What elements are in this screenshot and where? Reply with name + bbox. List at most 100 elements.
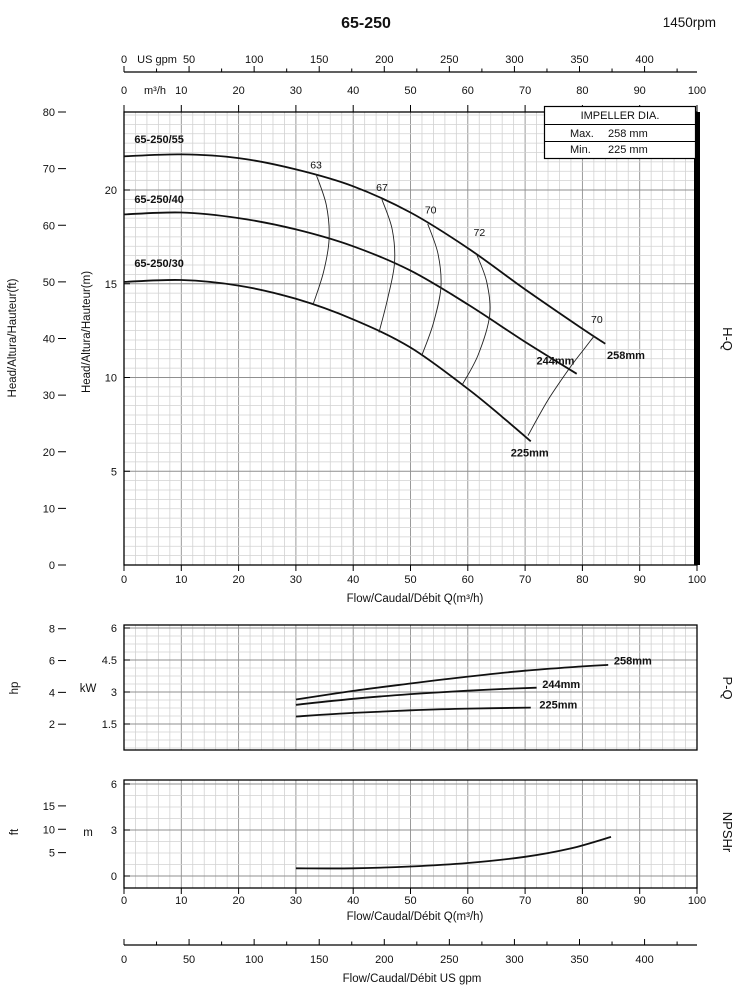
- top-gpm-tick-label: 200: [375, 54, 393, 66]
- head-ft-tick-label: 40: [43, 334, 55, 346]
- power-kw-tick-label: 6: [111, 623, 117, 635]
- impeller-max-label: Max.: [570, 128, 594, 140]
- npshr-section-label: NPSHr: [720, 812, 735, 853]
- flow-main-tick-label: 90: [634, 574, 646, 586]
- flow-npsh-tick-label: 60: [462, 895, 474, 907]
- curve-label-258mm: 258mm: [614, 656, 652, 668]
- head-ft-tick-label: 30: [43, 390, 55, 402]
- flow-npsh-tick-label: 80: [576, 895, 588, 907]
- efficiency-curve-70: [421, 223, 442, 356]
- flow-main-tick-label: 0: [121, 574, 127, 586]
- npsh-m-unit: m: [83, 827, 93, 839]
- model-label-65-250/55: 65-250/55: [134, 134, 184, 146]
- top-m3h-tick-label: 60: [462, 85, 474, 97]
- impeller-min-label: Min.: [570, 144, 591, 156]
- bottom-gpm-tick-label: 250: [440, 954, 458, 966]
- top-m3h-tick-label: 50: [404, 85, 416, 97]
- head-m-tick-label: 10: [105, 373, 117, 385]
- head-m-tick-label: 15: [105, 279, 117, 291]
- npsh-ft-tick-label: 10: [43, 824, 55, 836]
- head-ft-tick-label: 50: [43, 277, 55, 289]
- power-kw-tick-label: 4.5: [102, 655, 117, 667]
- flow-npsh-tick-label: 50: [404, 895, 416, 907]
- top-m3h-tick-label: 20: [232, 85, 244, 97]
- power-hp-tick-label: 4: [49, 687, 55, 699]
- bottom-gpm-axis-title: Flow/Caudal/Débit US gpm: [343, 973, 482, 985]
- curve-label-244mm: 244mm: [537, 355, 575, 367]
- npsh-m-tick-label: 0: [111, 871, 117, 883]
- flow-npsh-tick-label: 0: [121, 895, 127, 907]
- curve-225mm: [123, 278, 532, 442]
- efficiency-curve-72: [461, 253, 491, 386]
- flow-npsh-tick-label: 100: [688, 895, 706, 907]
- curves-layer: 258mm 65-250/55 244mm 65-250/40 225mm 65-250/…: [123, 134, 652, 870]
- top-m3h-tick-label: 70: [519, 85, 531, 97]
- flow-npsh-tick-label: 20: [232, 895, 244, 907]
- curve-NPSHr: [295, 836, 612, 870]
- top-m3h-tick-label: 30: [290, 85, 302, 97]
- power-hp-tick-label: 2: [49, 719, 55, 731]
- top-gpm-tick-label: 50: [183, 54, 195, 66]
- model-label-65-250/30: 65-250/30: [134, 258, 184, 270]
- curve-244mm: [295, 686, 537, 706]
- top-gpm-tick-label: 150: [310, 54, 328, 66]
- flow-main-tick-label: 70: [519, 574, 531, 586]
- efficiency-label-63: 63: [310, 159, 322, 171]
- head-ft-tick-label: 60: [43, 220, 55, 232]
- head-m-tick-label: 5: [111, 466, 117, 478]
- curve-label-225mm: 225mm: [511, 447, 549, 459]
- bottom-gpm-tick-label: 200: [375, 954, 393, 966]
- efficiency-curve-70: [527, 336, 595, 436]
- flow-npsh-tick-label: 40: [347, 895, 359, 907]
- power-hp-tick-label: 6: [49, 656, 55, 668]
- head-m-tick-label: 20: [105, 185, 117, 197]
- curve-244mm: [123, 211, 578, 375]
- hq-right-border-bar: [694, 112, 700, 565]
- top-gpm-tick-label: 400: [635, 54, 653, 66]
- npsh-ft-tick-label: 15: [43, 801, 55, 813]
- bottom-gpm-tick-label: 50: [183, 954, 195, 966]
- top-m3h-tick-label: 90: [634, 85, 646, 97]
- bottom-gpm-tick-label: 400: [635, 954, 653, 966]
- top-m3h-tick-label: 40: [347, 85, 359, 97]
- bottom-gpm-tick-label: 300: [505, 954, 523, 966]
- power-hp-unit: hp: [9, 682, 21, 695]
- top-m3h-tick-label: 10: [175, 85, 187, 97]
- curve-label-258mm: 258mm: [607, 350, 645, 362]
- flow-npsh-tick-label: 10: [175, 895, 187, 907]
- efficiency-label-70: 70: [591, 314, 603, 326]
- efficiency-label-72: 72: [474, 227, 486, 239]
- impeller-min-value: 225 mm: [608, 144, 648, 156]
- head-ft-tick-label: 0: [49, 560, 55, 572]
- curve-225mm: [295, 706, 531, 718]
- impeller-legend-title: IMPELLER DIA.: [581, 110, 660, 122]
- top-m3h-tick-label: 100: [688, 85, 706, 97]
- power-kw-tick-label: 1.5: [102, 719, 117, 731]
- flow-main-tick-label: 30: [290, 574, 302, 586]
- power-hp-tick-label: 8: [49, 624, 55, 636]
- power-kw-unit: kW: [80, 683, 97, 695]
- top-m3h-unit: m³/h: [144, 85, 166, 97]
- efficiency-label-70: 70: [425, 204, 437, 216]
- top-m3h-tick-label: 0: [121, 85, 127, 97]
- bottom-gpm-tick-label: 0: [121, 954, 127, 966]
- top-m3h-tick-label: 80: [576, 85, 588, 97]
- head-ft-axis-title: Head/Altura/Hauteur(ft): [7, 278, 19, 397]
- npsh-ft-tick-label: 5: [49, 848, 55, 860]
- efficiency-label-67: 67: [376, 182, 388, 194]
- flow-npsh-tick-label: 70: [519, 895, 531, 907]
- top-gpm-tick-label: 250: [440, 54, 458, 66]
- power-kw-tick-label: 3: [111, 687, 117, 699]
- bottom-gpm-tick-label: 350: [570, 954, 588, 966]
- flow-main-tick-label: 50: [404, 574, 416, 586]
- top-gpm-tick-label: 100: [245, 54, 263, 66]
- bottom-gpm-tick-label: 150: [310, 954, 328, 966]
- efficiency-curve-67: [378, 199, 396, 333]
- curve-258mm: [295, 664, 609, 701]
- top-gpm-unit: US gpm: [137, 54, 177, 66]
- impeller-legend-box: [543, 105, 697, 160]
- head-ft-tick-label: 20: [43, 447, 55, 459]
